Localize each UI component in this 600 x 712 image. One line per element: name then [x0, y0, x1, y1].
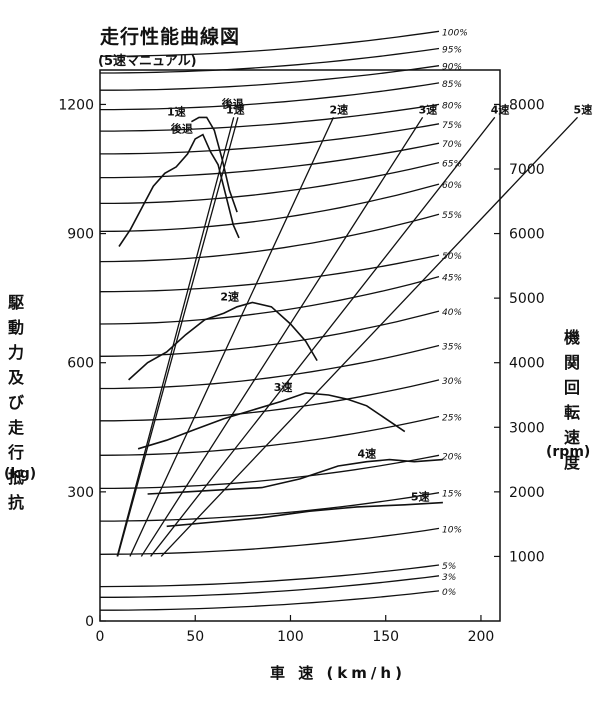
- resistance-curve-5pct: [99, 564, 440, 588]
- resistance-label-20pct: 20%: [442, 452, 462, 462]
- rpm-line-4: [140, 116, 424, 557]
- resistance-curve-40pct: [99, 310, 440, 357]
- resistance-label-3pct: 3%: [442, 573, 456, 583]
- resistance-label-45pct: 45%: [442, 274, 462, 284]
- chart-title: 走行性能曲線図: [100, 26, 241, 48]
- resistance-label-65pct: 65%: [442, 160, 462, 170]
- resistance-label-0pct: 0%: [442, 588, 456, 598]
- y2-tick-label: 2000: [509, 485, 545, 501]
- resistance-label-50pct: 50%: [442, 252, 462, 262]
- y2-tick-label: 1000: [509, 549, 545, 565]
- rpm-line-label-6: 5速: [574, 102, 593, 116]
- driving-force-label-5: 4速: [358, 447, 377, 461]
- driving-force-curve-5: [147, 458, 443, 495]
- driving-force-label-3: 2速: [220, 289, 239, 303]
- driving-force-curve-3: [128, 301, 318, 381]
- resistance-curve-100pct: [100, 30, 440, 57]
- resistance-curves: 0% 3%5% 10% 15% 20% 25% 30% 35% 40% 45% 50% 55% 60% 6…: [99, 28, 468, 611]
- driving-force-curve-4: [137, 392, 406, 450]
- driving-force-label-1: 後退: [171, 122, 193, 136]
- driving-force-label-6: 5速: [411, 490, 430, 504]
- resistance-curve-95pct: [100, 47, 440, 74]
- resistance-label-85pct: 85%: [442, 80, 462, 90]
- axis-ticks: 0 50 100 150 2000300600900120010002000300040…: [58, 97, 544, 645]
- resistance-label-40pct: 40%: [442, 308, 462, 318]
- x-tick-label: 0: [96, 629, 105, 645]
- resistance-label-100pct: 100%: [442, 28, 468, 38]
- rpm-line-label-2: 1速: [226, 102, 245, 116]
- y2-tick-label: 8000: [509, 97, 545, 113]
- resistance-curve-0pct: [100, 590, 440, 611]
- x-tick-label: 50: [186, 629, 204, 645]
- y-tick-label: 300: [67, 485, 94, 501]
- y-tick-label: 900: [67, 227, 94, 243]
- resistance-label-35pct: 35%: [442, 343, 462, 353]
- resistance-label-75pct: 75%: [442, 121, 462, 131]
- resistance-label-25pct: 25%: [442, 414, 462, 424]
- rpm-line-5: [150, 116, 496, 557]
- resistance-label-10pct: 10%: [442, 525, 462, 535]
- driving-force-label-2: 1速: [167, 104, 186, 118]
- resistance-curve-75pct: [100, 123, 440, 155]
- resistance-label-80pct: 80%: [442, 101, 462, 111]
- resistance-label-70pct: 70%: [442, 140, 462, 150]
- resistance-curve-90pct: [100, 65, 440, 91]
- resistance-curve-65pct: [100, 161, 440, 205]
- rpm-line-1: [116, 117, 235, 557]
- resistance-curve-45pct: [99, 275, 440, 325]
- resistance-curve-70pct: [100, 142, 440, 179]
- y2-axis-label: 機関回転速度: [563, 328, 580, 472]
- rpm-line-3: [129, 117, 335, 557]
- resistance-label-95pct: 95%: [442, 45, 462, 55]
- x-tick-label: 150: [372, 629, 399, 645]
- driving-force-curves: 後退 1速 2速 3速 4速 5速: [118, 104, 443, 528]
- resistance-curve-20pct: [100, 454, 440, 490]
- y2-tick-label: 5000: [509, 291, 545, 307]
- rpm-line-label-3: 2速: [329, 102, 348, 116]
- y2-tick-label: 3000: [509, 420, 545, 436]
- rpm-line-label-1: 後退: [222, 96, 244, 110]
- resistance-label-5pct: 5%: [442, 562, 456, 572]
- y2-axis-unit: (rpm): [546, 444, 591, 460]
- driving-force-curve-2: [191, 116, 238, 213]
- resistance-label-15pct: 15%: [442, 490, 462, 500]
- y2-tick-label: 6000: [509, 227, 545, 243]
- driving-force-curve-1: [118, 133, 240, 247]
- x-tick-label: 200: [468, 629, 495, 645]
- rpm-line-6: [160, 116, 579, 557]
- resistance-curve-85pct: [100, 82, 440, 111]
- resistance-curve-30pct: [100, 379, 440, 422]
- resistance-label-30pct: 30%: [442, 377, 462, 387]
- resistance-label-55pct: 55%: [442, 211, 462, 221]
- x-axis-label: 車 速 (km/h): [270, 664, 406, 682]
- resistance-curve-60pct: [99, 183, 440, 233]
- y2-tick-label: 4000: [509, 356, 545, 372]
- resistance-curve-80pct: [100, 103, 440, 132]
- rpm-line-label-4: 3速: [419, 102, 438, 116]
- resistance-curve-55pct: [99, 213, 440, 263]
- resistance-curve-15pct: [100, 492, 440, 522]
- rpm-line-label-5: 4速: [491, 102, 510, 116]
- resistance-label-60pct: 60%: [442, 181, 462, 191]
- y-axis-label: 駆動力及び走行抵抗: [7, 293, 24, 512]
- plot-frame: [99, 69, 501, 622]
- driving-force-label-4: 3速: [274, 380, 293, 394]
- chart-subtitle: (5速マニュアル): [98, 54, 197, 69]
- y-tick-label: 1200: [58, 97, 94, 113]
- resistance-curve-25pct: [99, 415, 440, 456]
- resistance-label-90pct: 90%: [442, 63, 462, 73]
- resistance-curve-35pct: [100, 344, 440, 390]
- resistance-curve-50pct: [99, 254, 440, 293]
- resistance-curve-3pct: [100, 575, 440, 598]
- driving-force-curve-6: [166, 501, 443, 528]
- x-tick-label: 100: [277, 629, 304, 645]
- y-tick-label: 600: [67, 356, 94, 372]
- y2-tick-label: 7000: [509, 162, 545, 178]
- resistance-curve-10pct: [99, 527, 440, 555]
- y-tick-label: 0: [85, 614, 94, 630]
- rpm-line-2: [117, 117, 239, 557]
- y-axis-unit: (kg): [4, 466, 37, 482]
